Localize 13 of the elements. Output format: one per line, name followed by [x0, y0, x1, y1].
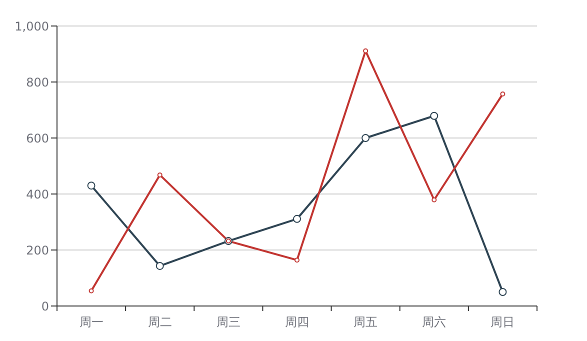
x-tick-label: 周六 — [422, 315, 446, 329]
y-tick-label: 1,000 — [14, 19, 49, 34]
y-tick-label: 0 — [41, 299, 49, 314]
y-tick-label: 400 — [26, 187, 49, 202]
x-tick-label: 周二 — [148, 315, 172, 329]
x-tick-label: 周五 — [354, 315, 378, 329]
y-tick-label: 200 — [26, 243, 49, 258]
y-tick-label: 800 — [26, 75, 49, 90]
x-tick-label: 周四 — [285, 315, 309, 329]
x-tick-label: 周一 — [79, 315, 104, 329]
x-tick-label: 周三 — [216, 315, 240, 329]
x-tick-label: 周日 — [490, 315, 515, 329]
y-tick-label: 600 — [26, 131, 49, 146]
